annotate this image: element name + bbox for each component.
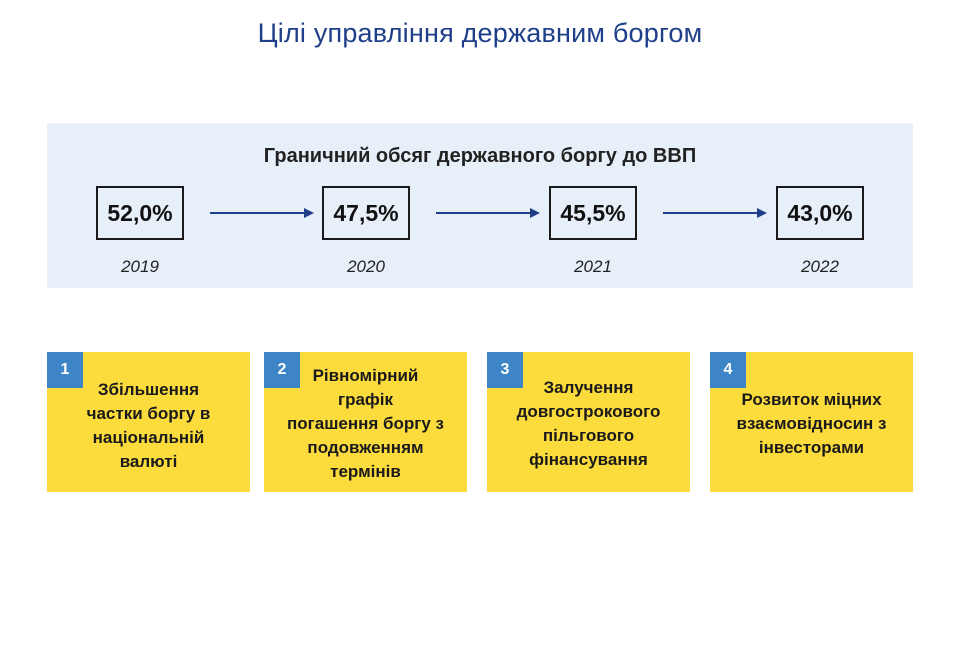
arrow-right-icon bbox=[663, 208, 767, 218]
page-title: Цілі управління державним боргом bbox=[257, 18, 703, 48]
goal-text: Залучення довгострокового пільгового фін… bbox=[516, 378, 661, 469]
goal-card-1: 1 Збільшення частки боргу в національній… bbox=[47, 352, 250, 492]
arrow-right-icon bbox=[436, 208, 540, 218]
goal-card-3: 3 Залучення довгострокового пільгового ф… bbox=[487, 352, 690, 492]
goal-number-badge: 2 bbox=[264, 352, 300, 388]
goal-card-2: 2 Рівномірний графік погашення боргу з п… bbox=[264, 352, 467, 492]
goal-card-4: 4 Розвиток міцних взаємовідносин з інвес… bbox=[710, 352, 913, 492]
debt-value-2021: 45,5% bbox=[549, 186, 637, 240]
goal-number-badge: 1 bbox=[47, 352, 83, 388]
year-label-2020: 2020 bbox=[347, 257, 385, 276]
goal-text: Збільшення частки боргу в національній в… bbox=[86, 380, 211, 471]
debt-ratio-panel: Граничний обсяг державного боргу до ВВП … bbox=[47, 123, 913, 288]
goal-number-badge: 4 bbox=[710, 352, 746, 388]
panel-title: Граничний обсяг державного боргу до ВВП bbox=[263, 145, 697, 167]
debt-value-2019: 52,0% bbox=[96, 186, 184, 240]
year-label-2019: 2019 bbox=[121, 257, 159, 276]
goal-number-badge: 3 bbox=[487, 352, 523, 388]
debt-value-2022: 43,0% bbox=[776, 186, 864, 240]
goal-text: Розвиток міцних взаємовідносин з інвесто… bbox=[736, 390, 887, 457]
goal-text: Рівномірний графік погашення боргу з под… bbox=[287, 366, 444, 481]
year-label-2021: 2021 bbox=[574, 257, 612, 276]
arrow-right-icon bbox=[210, 208, 314, 218]
year-label-2022: 2022 bbox=[801, 257, 839, 276]
debt-value-2020: 47,5% bbox=[322, 186, 410, 240]
